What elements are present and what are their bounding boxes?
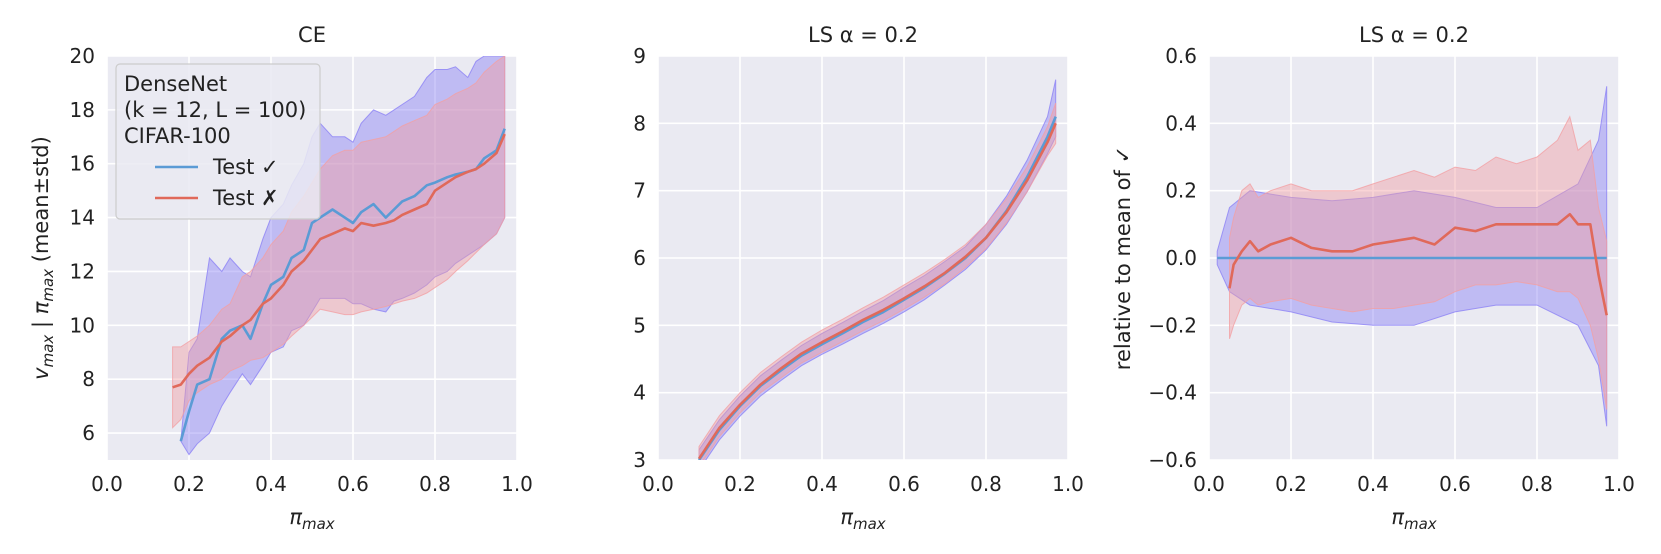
- y-tick-label: 0.0: [1165, 246, 1197, 270]
- legend-box: [115, 63, 321, 220]
- legend-entry-label: Test ✗: [212, 186, 279, 210]
- y-tick-label: −0.4: [1148, 381, 1197, 405]
- x-tick-label: 0.6: [337, 472, 369, 496]
- x-axis-label: πmax: [840, 505, 885, 533]
- x-tick-label: 0.6: [888, 472, 920, 496]
- x-tick-label: 0.4: [1357, 472, 1389, 496]
- x-axis-label: πmax: [1391, 505, 1436, 533]
- y-tick-label: 12: [70, 259, 95, 283]
- chart-panel-1: 0.0 0.2 0.4 0.6 0.8 1.0 6 8 10 12 14 16 18 20 CE πmax vm…: [29, 23, 533, 533]
- chart-title: LS α = 0.2: [1359, 23, 1469, 47]
- y-tick-label: 9: [633, 44, 646, 68]
- y-tick-label: 6: [633, 246, 646, 270]
- x-tick-label: 0.8: [970, 472, 1002, 496]
- x-tick-label: 0.0: [91, 472, 123, 496]
- x-tick-label: 1.0: [1603, 472, 1635, 496]
- x-tick-label: 0.8: [419, 472, 451, 496]
- series-line-test-correct: [179, 128, 506, 442]
- std-band-test-wrong: [1229, 115, 1608, 410]
- x-tick-label: 0.2: [1275, 472, 1307, 496]
- chart-panel-2: 0.0 0.2 0.4 0.6 0.8 1.0 3 4 5 6 7 8 9 LS α = 0.2 πmax: [633, 23, 1084, 533]
- y-tick-label: 16: [70, 152, 95, 176]
- y-tick-label: −0.2: [1148, 313, 1197, 337]
- std-band-test-correct: [1216, 86, 1608, 427]
- x-tick-label: 0.4: [255, 472, 287, 496]
- x-tick-label: 1.0: [501, 472, 533, 496]
- legend-entry-label: Test ✓: [212, 155, 279, 179]
- series-line-test-wrong: [697, 122, 1057, 460]
- y-tick-label: 6: [82, 421, 95, 445]
- y-tick-label: 0.4: [1165, 111, 1197, 135]
- data-layer: [697, 79, 1057, 460]
- x-tick-label: 0.2: [173, 472, 205, 496]
- chart-panel-3: 0.0 0.2 0.4 0.6 0.8 1.0 −0.6 −0.4 −0.2 0.0 0.2 0.4 0…: [1111, 23, 1635, 533]
- legend-title-line: CIFAR-100: [124, 124, 231, 148]
- x-tick-label: 0.8: [1521, 472, 1553, 496]
- y-tick-label: 3: [633, 448, 646, 472]
- chart-title: CE: [298, 23, 326, 47]
- x-tick-label: 0.6: [1439, 472, 1471, 496]
- data-layer: [1216, 86, 1608, 427]
- x-tick-label: 0.2: [724, 472, 756, 496]
- std-band-test-wrong: [698, 102, 1057, 460]
- data-layer: [172, 56, 506, 456]
- y-tick-label: −0.6: [1148, 448, 1197, 472]
- legend-title-line: DenseNet: [124, 72, 227, 96]
- series-line-test-wrong: [172, 133, 506, 389]
- x-tick-label: 1.0: [1052, 472, 1084, 496]
- y-tick-label: 8: [82, 367, 95, 391]
- y-tick-label: 4: [633, 381, 646, 405]
- x-tick-label: 0.0: [1193, 472, 1225, 496]
- y-tick-label: 0.6: [1165, 44, 1197, 68]
- series-line-test-wrong: [1228, 212, 1608, 316]
- y-tick-label: 5: [633, 313, 646, 337]
- legend: DenseNet(k = 12, L = 100)CIFAR-100 Test ✓…: [115, 63, 321, 220]
- y-tick-label: 14: [70, 206, 95, 230]
- x-tick-label: 0.0: [642, 472, 674, 496]
- y-tick-label: 20: [70, 44, 95, 68]
- y-axis-label: relative to mean of ✓: [1111, 146, 1135, 370]
- y-tick-label: 8: [633, 111, 646, 135]
- chart-title: LS α = 0.2: [808, 23, 918, 47]
- y-axis-label: vmax | πmax (mean±std): [29, 136, 57, 380]
- y-tick-label: 7: [633, 179, 646, 203]
- y-tick-label: 10: [70, 313, 95, 337]
- y-tick-label: 0.2: [1165, 179, 1197, 203]
- std-band-test-wrong: [172, 56, 506, 429]
- x-tick-label: 0.4: [806, 472, 838, 496]
- y-tick-label: 18: [70, 98, 95, 122]
- legend-title-line: (k = 12, L = 100): [124, 98, 306, 122]
- x-axis-label: πmax: [289, 505, 334, 533]
